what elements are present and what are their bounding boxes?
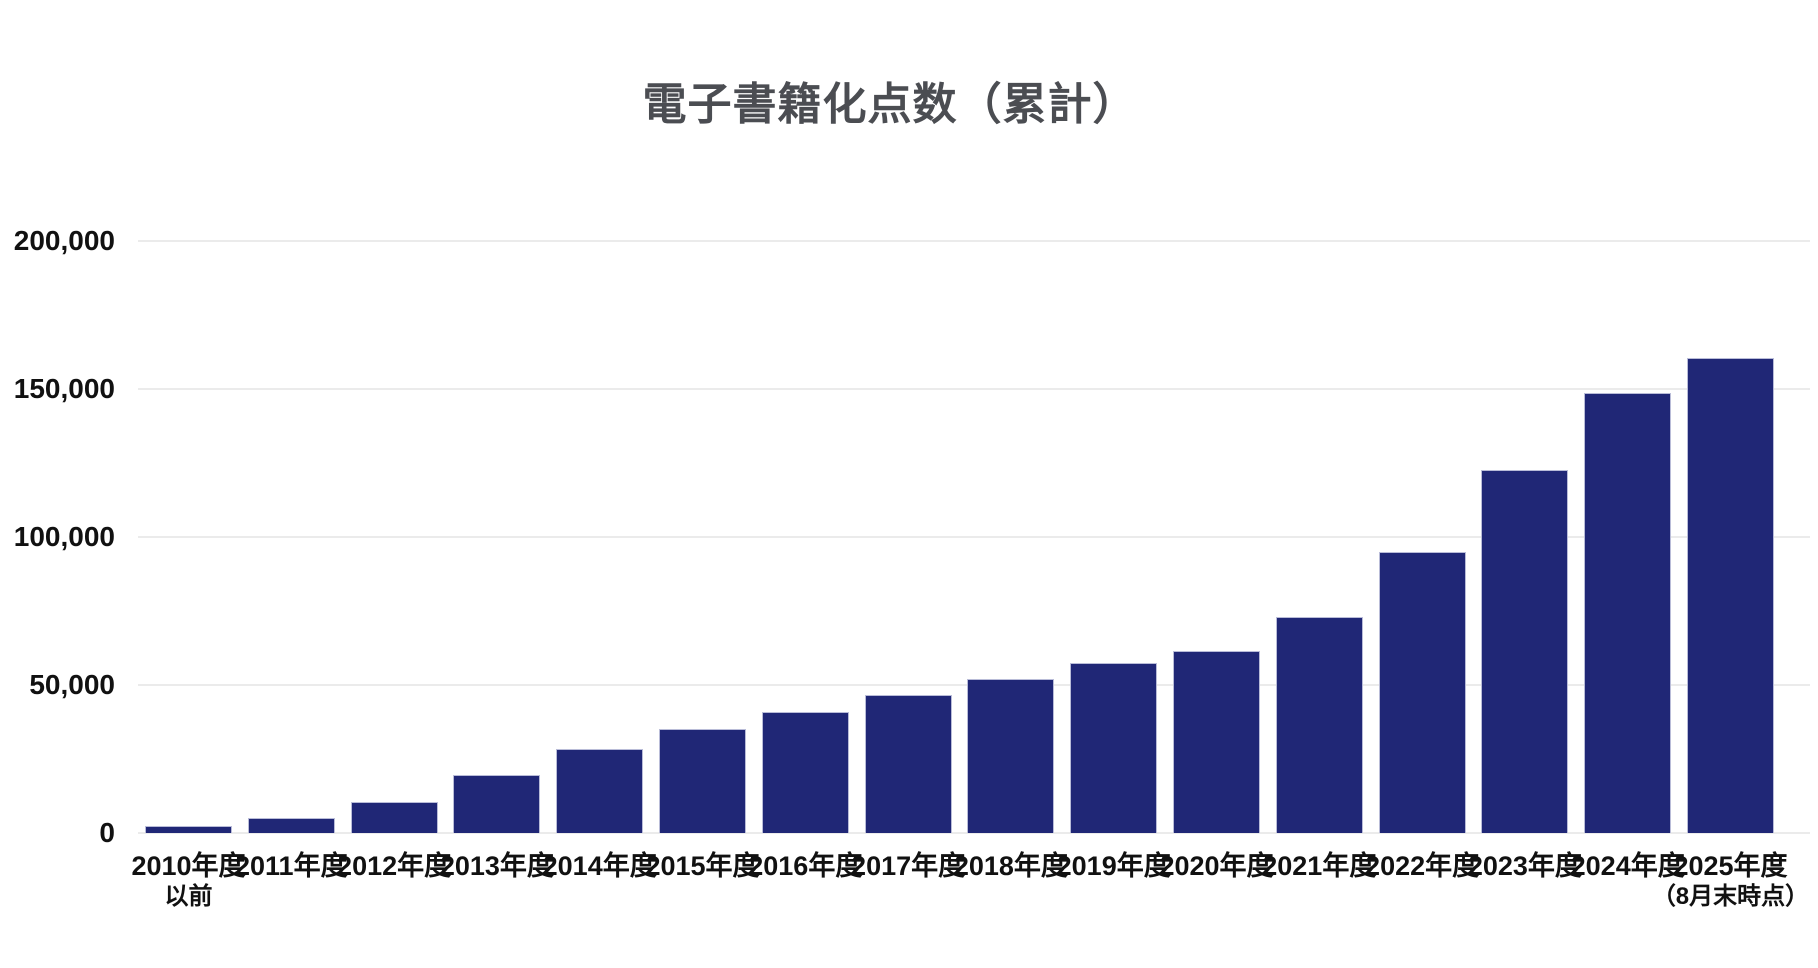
x-tick-label-main: 2011年度 (235, 851, 348, 881)
x-tick-label-2017: 2017年度 (828, 853, 988, 880)
x-tick-label-2019: 2019年度 (1034, 853, 1194, 880)
bar-2014 (556, 748, 644, 833)
y-tick-label-100000: 100,000 (13, 521, 115, 552)
x-tick-label-sub: 以前 (164, 883, 213, 910)
x-tick-label-2020: 2020年度 (1137, 853, 1297, 880)
bar-2013 (453, 775, 541, 833)
chart-title: 電子書籍化点数（累計） (642, 80, 1138, 129)
x-tick-label-2021: 2021年度 (1239, 853, 1399, 880)
x-tick-label-main: 2013年度 (439, 851, 554, 881)
x-tick-label-main: 2024年度 (1570, 851, 1685, 881)
x-tick-label-main: 2019年度 (1056, 851, 1171, 881)
x-tick-label-main: 2021年度 (1262, 851, 1377, 881)
x-tick-label-2018: 2018年度 (931, 853, 1091, 880)
bar-2010-and-earlier (145, 825, 232, 833)
x-tick-label-sub: （8月末時点） (1651, 883, 1810, 910)
y-tick-label-150000: 150,000 (13, 373, 115, 404)
y-tick-label-50000: 50,000 (29, 669, 115, 700)
x-tick-label-2010-and-earlier: 2010年度 以前 (109, 853, 269, 909)
bar-2011 (247, 818, 335, 833)
x-tick-label-main: 2010年度 (131, 851, 246, 881)
bar-2025-aug (1687, 357, 1774, 833)
gridline-100000 (138, 536, 1810, 538)
x-tick-label-2011: 2011年度 (211, 853, 371, 880)
bar-2019 (1070, 662, 1158, 833)
x-tick-label-2023: 2023年度 (1445, 853, 1605, 880)
bar-2017 (864, 695, 952, 833)
x-tick-label-2024: 2024年度 (1548, 853, 1708, 880)
x-tick-label-2022: 2022年度 (1342, 853, 1502, 880)
bar-2023 (1481, 470, 1569, 833)
gridline-200000 (138, 240, 1810, 242)
bar-2012 (350, 801, 438, 833)
x-tick-label-main: 2023年度 (1467, 851, 1582, 881)
plot-area (138, 240, 1810, 834)
x-tick-label-main: 2020年度 (1159, 851, 1274, 881)
bar-2022 (1378, 551, 1466, 833)
gridline-150000 (138, 388, 1810, 390)
x-tick-label-main: 2017年度 (851, 851, 966, 881)
x-tick-label-2013: 2013年度 (417, 853, 577, 880)
y-tick-label-0: 0 (99, 817, 115, 848)
y-tick-label-200000: 200,000 (13, 225, 115, 256)
x-tick-label-2015: 2015年度 (623, 853, 783, 880)
x-tick-label-main: 2014年度 (542, 851, 657, 881)
x-tick-label-main: 2012年度 (337, 851, 452, 881)
bar-2018 (967, 679, 1055, 833)
bar-2020 (1173, 650, 1260, 833)
x-tick-label-2014: 2014年度 (520, 853, 680, 880)
x-tick-label-main: 2025年度 (1673, 851, 1788, 881)
bar-2021 (1275, 616, 1363, 833)
bar-2016 (761, 711, 849, 833)
x-tick-label-main: 2016年度 (748, 851, 863, 881)
x-tick-label-2025-aug: 2025年度 （8月末時点） (1651, 853, 1811, 909)
bar-2024 (1584, 393, 1672, 833)
x-tick-label-main: 2018年度 (953, 851, 1068, 881)
x-tick-label-main: 2022年度 (1365, 851, 1480, 881)
x-tick-label-2012: 2012年度 (314, 853, 474, 880)
x-tick-label-main: 2015年度 (645, 851, 760, 881)
bar-2015 (659, 729, 746, 833)
gridline-0 (138, 832, 1810, 834)
x-tick-label-2016: 2016年度 (725, 853, 885, 880)
